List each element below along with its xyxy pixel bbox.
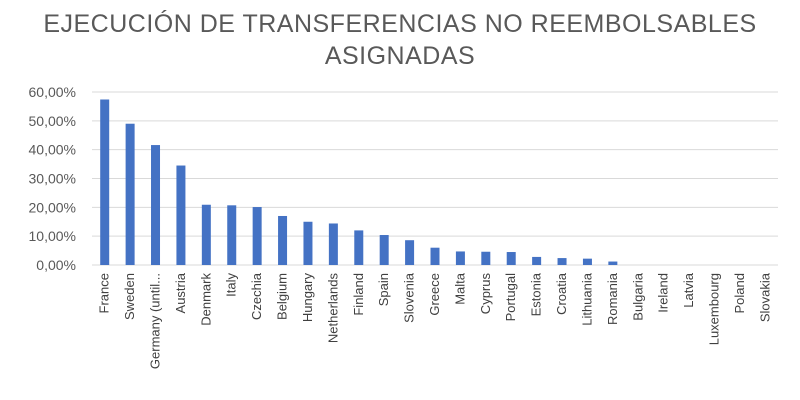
bar — [125, 123, 135, 265]
bar — [506, 252, 516, 265]
x-tick-label: Austria — [173, 272, 188, 313]
y-tick-label: 40,00% — [29, 142, 76, 158]
x-tick-label: Ireland — [656, 273, 671, 313]
x-tick-label: Germany (until... — [148, 273, 163, 369]
bar — [608, 261, 618, 265]
bar — [278, 215, 288, 265]
x-tick-label: Estonia — [529, 272, 544, 316]
bar — [430, 247, 440, 265]
x-tick-label: Bulgaria — [630, 272, 645, 320]
x-tick-label: Czechia — [249, 272, 264, 320]
y-tick-label: 20,00% — [29, 199, 76, 215]
bar — [328, 223, 338, 265]
x-tick-label: Finland — [351, 273, 366, 316]
y-tick-label: 0,00% — [36, 257, 76, 273]
bar — [303, 221, 313, 265]
x-tick-label: Belgium — [275, 273, 290, 320]
bar — [100, 99, 110, 265]
x-tick-label: Lithuania — [579, 272, 594, 326]
x-tick-label: Malta — [452, 272, 467, 305]
x-tick-label: Slovakia — [757, 272, 772, 322]
bar — [405, 240, 415, 265]
x-tick-label: Slovenia — [402, 272, 417, 323]
bar — [176, 165, 186, 265]
x-tick-label: Denmark — [198, 273, 213, 326]
y-tick-label: 30,00% — [29, 171, 76, 187]
x-tick-label: France — [97, 273, 112, 313]
chart-title-text: EJECUCIÓN DE TRANSFERENCIAS NO REEMBOLSA… — [43, 10, 757, 70]
bar — [201, 204, 211, 265]
bar — [252, 207, 262, 265]
x-tick-label: Cyprus — [478, 273, 493, 315]
y-tick-label: 10,00% — [29, 228, 76, 244]
bar — [557, 258, 567, 265]
y-tick-label: 60,00% — [29, 84, 76, 100]
bar — [354, 230, 364, 265]
x-tick-label: Spain — [376, 273, 391, 306]
bar — [455, 251, 465, 265]
bar — [227, 205, 237, 265]
bar — [532, 256, 542, 265]
x-tick-label: Portugal — [503, 273, 518, 322]
x-tick-label: Luxembourg — [706, 273, 721, 345]
bar — [151, 145, 161, 265]
bar — [481, 251, 491, 265]
chart-title: EJECUCIÓN DE TRANSFERENCIAS NO REEMBOLSA… — [0, 8, 800, 72]
x-tick-label: Croatia — [554, 272, 569, 315]
x-tick-label: Sweden — [122, 273, 137, 320]
bar — [379, 235, 389, 265]
x-tick-label: Romania — [605, 272, 620, 325]
x-tick-label: Netherlands — [325, 273, 340, 344]
x-tick-label: Italy — [224, 273, 239, 297]
x-tick-label: Greece — [427, 273, 442, 316]
x-tick-label: Hungary — [300, 273, 315, 323]
x-tick-label: Latvia — [681, 272, 696, 307]
y-tick-label: 50,00% — [29, 113, 76, 129]
bar — [582, 258, 592, 265]
x-tick-label: Poland — [732, 273, 747, 313]
